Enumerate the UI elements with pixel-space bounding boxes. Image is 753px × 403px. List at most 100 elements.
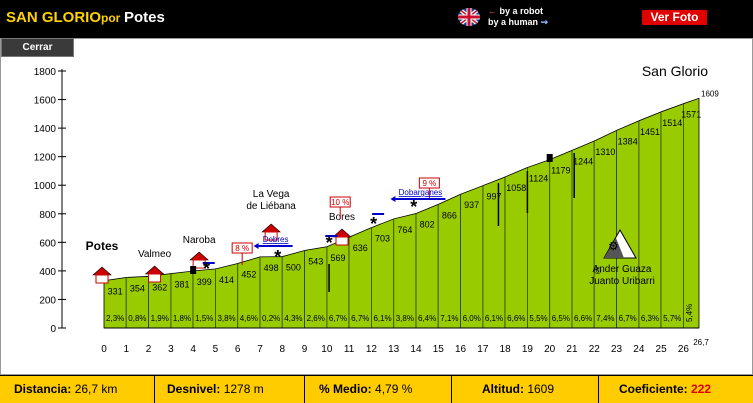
church-icon [190,266,197,274]
road-arrow-head [390,196,396,202]
gradient-label: 6,7% [351,314,369,323]
start-town: Potes [124,9,165,26]
house-icon [92,266,112,276]
road-label: Dobres [263,235,289,244]
gradient-label: 6,3% [641,314,659,323]
x-tick-label: 17 [477,344,489,355]
chart-title: San Glorio [642,63,708,79]
ver-foto-button[interactable]: Ver Foto [642,10,707,25]
gradient-label: 5,5% [529,314,547,323]
credit-label: Ander Guaza [593,264,652,275]
altitude-label: 1451 [640,127,660,137]
altitude-label: 354 [130,283,145,293]
x-tick-label: 16 [455,344,467,355]
y-tick-label: 200 [39,295,56,306]
gradient-label: 2,3% [106,314,124,323]
x-tick-label: 26 [678,344,690,355]
gradient-label: 6,7% [619,314,637,323]
x-tick-label: 0 [101,344,107,355]
fountain-icon: * [410,197,417,217]
altitude-label: 399 [197,277,212,287]
fountain-icon: * [326,233,333,253]
x-tick-label: 14 [410,344,422,355]
gradient-label: 4,6% [240,314,258,323]
x-tick-label: 25 [656,344,668,355]
altitude-label: 500 [286,263,301,273]
cerrar-button[interactable]: Cerrar [1,38,74,57]
place-label: La Vega [253,189,290,200]
cyclist-icon: ⚙ [608,239,619,253]
gradient-label: 3,8% [217,314,235,323]
credit-label: Juanto Uribarri [589,276,655,287]
profile-segment [527,159,551,329]
x-tick-label: 10 [321,344,333,355]
altitude-label: 414 [219,275,234,285]
profile-segment [616,120,640,329]
gradient-marker-label: 9 % [422,179,436,188]
gradient-marker-label: 10 % [331,198,349,207]
x-tick-label: 5 [213,344,219,355]
place-label: de Liébana [246,201,296,212]
lang-robot-link[interactable]: ← by a robot [488,6,544,16]
altitude-label: 1609 [701,89,719,98]
x-tick-label: 20 [544,344,556,355]
altitude-label: 569 [330,253,345,263]
x-tick-label: 11 [344,344,355,355]
y-tick-label: 400 [39,267,56,278]
gradient-label: 0,2% [262,314,280,323]
lang-human-link[interactable]: by a human ⇝ [488,17,549,27]
house-icon [144,265,165,275]
gradient-label: 1,9% [151,314,169,323]
altitude-label: 1244 [573,156,593,166]
top-bar: SAN GLORIO por Potes ← by a robot by a h… [0,0,753,32]
gradient-label: 6,1% [485,314,503,323]
altitude-label: 997 [486,192,501,202]
stat-medio: % Medio: 4,79 % [305,376,452,403]
stat-coeficiente: Coeficiente: 222 [619,382,712,396]
profile-segment [683,97,700,329]
x-tick-label: 9 [302,344,308,355]
fountain-icon: * [370,214,377,234]
altitude-label: 381 [174,280,189,290]
altitude-label: 703 [375,234,390,244]
gradient-label: 6,4% [418,314,436,323]
road-label: Dobarganes [399,188,443,197]
altitude-label: 543 [308,256,323,266]
altitude-label: 1058 [506,183,526,193]
y-tick-label: 1600 [34,96,57,107]
climb-title: SAN GLORIO [6,9,102,26]
x-tick-label: 8 [279,344,285,355]
gradient-label: 4,3% [284,314,302,323]
x-tick-label: 24 [633,344,645,355]
altitude-label: 764 [397,225,412,235]
fountain-icon: * [274,247,281,267]
altitude-label: 1571 [681,110,701,120]
gradient-label: 2,6% [307,314,325,323]
gradient-label: 5,4% [685,304,694,322]
house-icon [261,223,281,233]
x-tick-label: 7 [257,344,263,355]
x-tick-label: 19 [522,344,534,355]
profile-segment [638,111,662,329]
stat-altitud: Altitud: 1609 [452,376,599,403]
x-tick-label: 21 [566,344,578,355]
copyright-label: © [594,266,602,277]
house-icon [264,231,278,241]
altitude-label: 452 [241,269,256,279]
stat-desnivel: Desnivel: 1278 m [155,376,305,403]
road-arrow-head [253,243,259,249]
x-tick-label: 22 [589,344,601,355]
gradient-label: 6,0% [463,314,481,323]
uk-flag-icon[interactable] [458,8,480,26]
x-tick-label: 6 [235,344,241,355]
profile-segment [660,103,684,329]
altitude-label: 1514 [662,118,682,128]
x-tick-label: 23 [611,344,623,355]
gradient-label: 0,8% [128,314,146,323]
x-tick-label: 13 [388,344,400,355]
x-tick-label: 18 [500,344,512,355]
house-icon [95,274,109,284]
altitude-label: 498 [264,263,279,273]
altitude-label: 866 [442,210,457,220]
